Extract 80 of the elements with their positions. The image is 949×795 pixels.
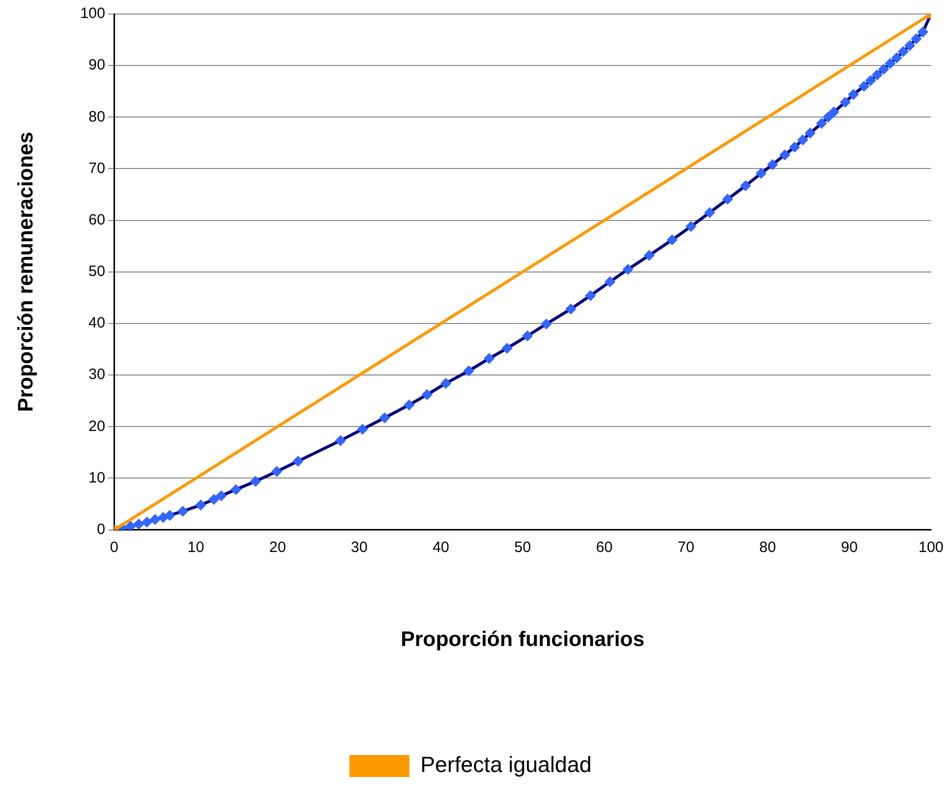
point [904,40,916,51]
point [884,58,896,70]
x-tick-label: 40 [432,538,450,556]
point [584,290,596,302]
point [666,234,678,246]
point [848,88,859,100]
x-tick-label: 80 [759,538,776,556]
point [858,80,870,92]
y-tick-label: 10 [88,469,106,486]
point [522,330,534,342]
point [133,518,144,530]
y-tick-label: 70 [88,160,106,177]
point [484,353,495,364]
point [779,149,790,160]
point [216,490,227,502]
point [822,112,834,123]
point [685,221,696,232]
y-tick-label: 0 [96,520,106,538]
point [125,520,136,530]
point [767,159,778,170]
x-tick-label: 100 [918,538,944,556]
point [440,378,452,389]
point [141,516,152,528]
point [898,46,909,58]
x-tick-label: 30 [350,538,368,556]
x-tick-label: 90 [840,538,858,556]
x-tick-label: 20 [269,538,286,556]
point [740,180,752,192]
point [540,318,552,330]
point [865,75,876,86]
point [292,456,304,467]
point [565,304,576,315]
point [164,510,176,521]
point [797,134,808,146]
y-tick-label: 40 [88,314,106,332]
point [195,500,206,511]
point [622,264,634,275]
point [704,207,716,218]
point [250,476,262,487]
point [357,424,368,435]
point [878,64,890,75]
point [230,484,242,496]
y-tick-label: 80 [88,108,106,126]
point [828,106,840,118]
point [422,389,433,400]
point [917,26,928,38]
x-tick-label: 50 [514,538,531,556]
point [910,33,922,44]
point [463,365,474,376]
point [891,52,902,64]
point [604,276,616,288]
point [208,494,220,505]
point [872,69,883,80]
legend-label: Perfecta igualdad [420,752,592,778]
point [789,142,800,153]
point [334,435,346,446]
point [404,399,415,410]
point [756,168,767,179]
x-axis-title: Proporción funcionarios [400,628,645,652]
point [804,128,816,139]
point [150,514,161,525]
x-tick-label: 0 [110,538,118,556]
y-tick-label: 90 [88,56,106,74]
y-tick-label: 20 [88,418,106,435]
point [722,194,734,205]
x-tick-label: 70 [678,538,694,556]
y-tick-label: 60 [88,211,106,228]
point [644,250,655,261]
y-tick-label: 100 [80,5,106,22]
y-axis-title: Proporción remuneraciones [14,132,38,412]
point [816,118,828,129]
point [379,412,390,424]
point [271,466,282,478]
y-tick-label: 30 [88,366,106,384]
x-tick-label: 60 [596,538,613,556]
point [177,506,188,517]
point [502,342,513,354]
y-tick-label: 50 [88,263,106,280]
x-tick-label: 10 [188,538,204,556]
point [840,96,851,108]
